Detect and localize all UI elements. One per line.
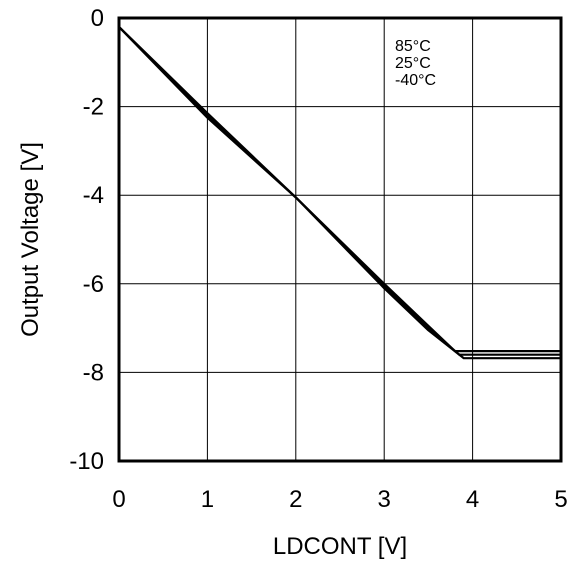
y-tick-label: -6 [83,271,104,298]
y-tick-label: -8 [83,359,104,386]
legend-entry: 25°C [395,55,431,72]
x-tick-labels: 0 1 2 3 4 5 [112,486,567,513]
y-tick-label: 0 [91,5,104,32]
x-tick-label: 0 [112,486,125,513]
series-layer [118,26,561,360]
legend: 85°C25°C-40°C [395,38,436,89]
x-axis-title: LDCONT [V] [273,533,407,560]
grid [119,18,561,461]
x-tick-label: 2 [289,486,302,513]
y-tick-label: -10 [69,448,104,475]
series-line-2 [118,26,561,360]
x-tick-label: 5 [554,486,567,513]
plot-frame [117,16,563,463]
y-axis-title: Output Voltage [V] [17,142,44,337]
y-tick-label: -4 [83,182,104,209]
series-line-1 [118,26,561,356]
x-tick-label: 3 [378,486,391,513]
legend-entry: 85°C [395,38,431,55]
y-tick-labels: 0 -2 -4 -6 -8 -10 [69,5,104,475]
x-tick-label: 1 [201,486,214,513]
x-tick-label: 4 [466,486,479,513]
y-tick-label: -2 [83,94,104,121]
legend-entry: -40°C [395,72,436,89]
series-line-0 [118,26,561,353]
